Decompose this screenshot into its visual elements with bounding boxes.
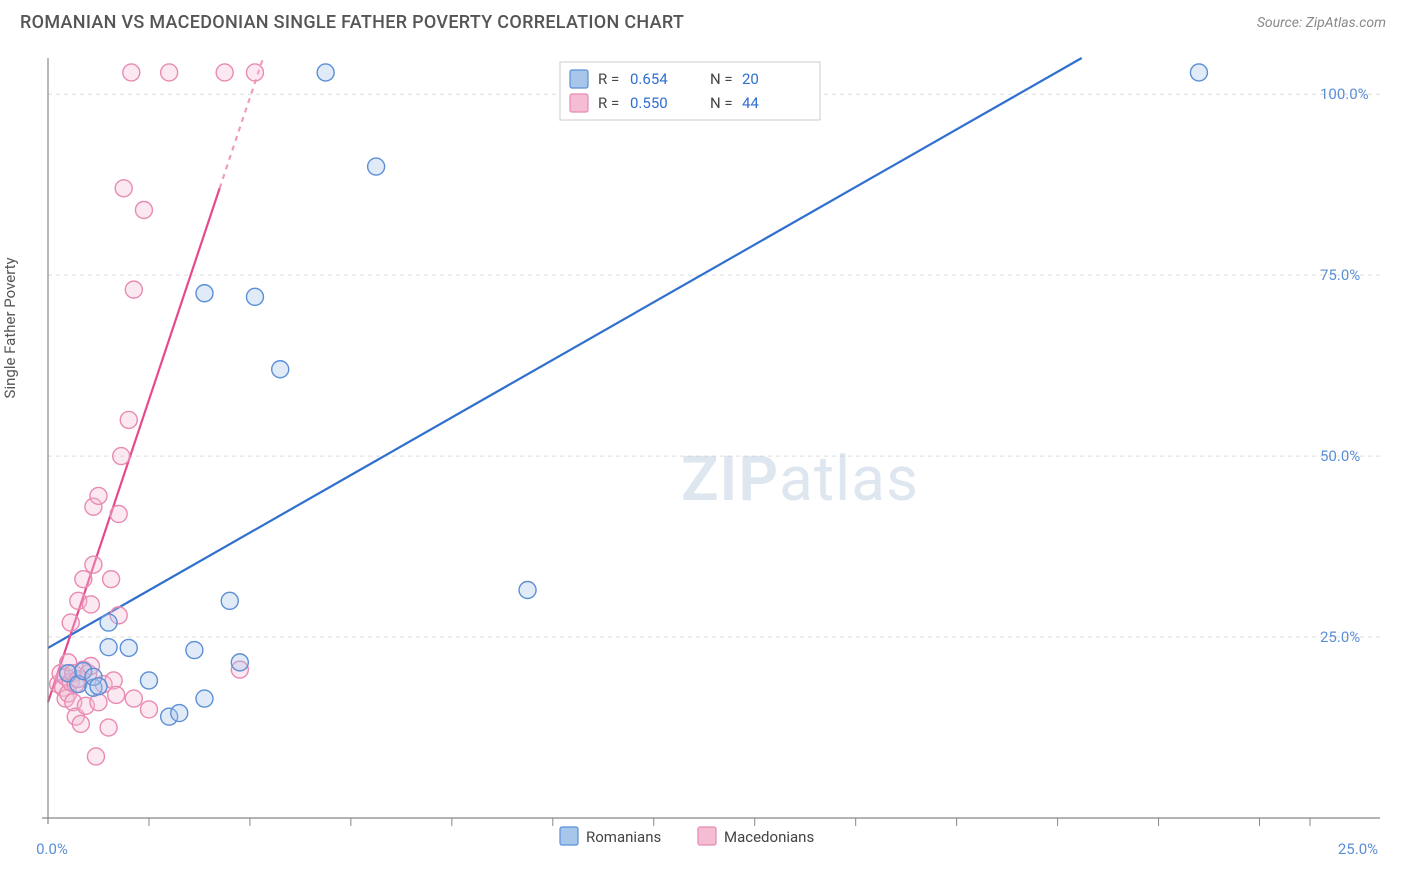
data-point-macedonian: [110, 506, 127, 523]
data-point-macedonian: [115, 180, 132, 197]
data-point-macedonian: [103, 571, 120, 588]
legend-swatch: [698, 827, 716, 845]
data-point-macedonian: [113, 448, 130, 465]
data-point-romanian: [100, 614, 117, 631]
data-point-romanian: [100, 639, 117, 656]
stats-r-label: R =: [598, 70, 619, 88]
data-point-macedonian: [135, 202, 152, 219]
data-point-romanian: [519, 582, 536, 599]
stats-n-value: 44: [742, 94, 759, 112]
title-bar: ROMANIAN VS MACEDONIAN SINGLE FATHER POV…: [0, 0, 1406, 41]
x-tick-label-right: 25.0%: [1338, 840, 1378, 858]
chart-title: ROMANIAN VS MACEDONIAN SINGLE FATHER POV…: [20, 12, 684, 33]
stats-swatch: [570, 94, 588, 112]
y-tick-label: 75.0%: [1320, 266, 1360, 284]
data-point-romanian: [171, 705, 188, 722]
source-attribution: Source: ZipAtlas.com: [1257, 15, 1386, 31]
legend-label: Macedonians: [724, 828, 814, 846]
data-point-macedonian: [75, 571, 92, 588]
watermark: ZIPatlas: [681, 443, 919, 516]
data-point-romanian: [368, 158, 385, 175]
data-point-romanian: [90, 678, 107, 695]
data-point-romanian: [186, 642, 203, 659]
data-point-macedonian: [140, 701, 157, 718]
data-point-romanian: [140, 672, 157, 689]
data-point-romanian: [317, 64, 334, 81]
stats-n-value: 20: [742, 70, 759, 88]
data-point-macedonian: [123, 64, 140, 81]
data-point-macedonian: [90, 487, 107, 504]
data-point-romanian: [196, 285, 213, 302]
data-point-romanian: [231, 654, 248, 671]
data-point-macedonian: [72, 715, 89, 732]
stats-r-value: 0.550: [630, 94, 668, 112]
y-tick-label: 25.0%: [1320, 628, 1360, 646]
data-point-macedonian: [246, 64, 263, 81]
stats-n-label: N =: [710, 70, 733, 88]
y-tick-label: 50.0%: [1320, 447, 1360, 465]
stats-n-label: N =: [710, 94, 733, 112]
data-point-macedonian: [120, 411, 137, 428]
data-point-macedonian: [82, 596, 99, 613]
data-point-romanian: [246, 288, 263, 305]
data-point-macedonian: [100, 719, 117, 736]
data-point-romanian: [120, 639, 137, 656]
data-point-macedonian: [125, 690, 142, 707]
data-point-romanian: [272, 361, 289, 378]
legend-label: Romanians: [586, 828, 661, 846]
trend-line-romanians: [48, 58, 1082, 648]
y-tick-label: 100.0%: [1320, 85, 1369, 103]
stats-r-label: R =: [598, 94, 619, 112]
data-point-macedonian: [87, 748, 104, 765]
data-point-romanian: [221, 592, 238, 609]
data-point-macedonian: [85, 556, 102, 573]
stats-r-value: 0.654: [630, 70, 668, 88]
x-tick-label-left: 0.0%: [36, 840, 68, 858]
chart-container: Single Father Poverty 25.0%50.0%75.0%100…: [20, 50, 1386, 870]
data-point-macedonian: [161, 64, 178, 81]
data-point-macedonian: [216, 64, 233, 81]
legend-swatch: [560, 827, 578, 845]
stats-swatch: [570, 70, 588, 88]
data-point-romanian: [196, 690, 213, 707]
data-point-macedonian: [108, 686, 125, 703]
scatter-chart: 25.0% 50.0% 75.0% 100.0% ZIPatlas 0.0% 25.0% Ro…: [20, 50, 1386, 870]
y-axis-label: Single Father Poverty: [1, 257, 19, 398]
data-point-macedonian: [125, 281, 142, 298]
data-point-romanian: [1190, 64, 1207, 81]
data-point-macedonian: [62, 614, 79, 631]
